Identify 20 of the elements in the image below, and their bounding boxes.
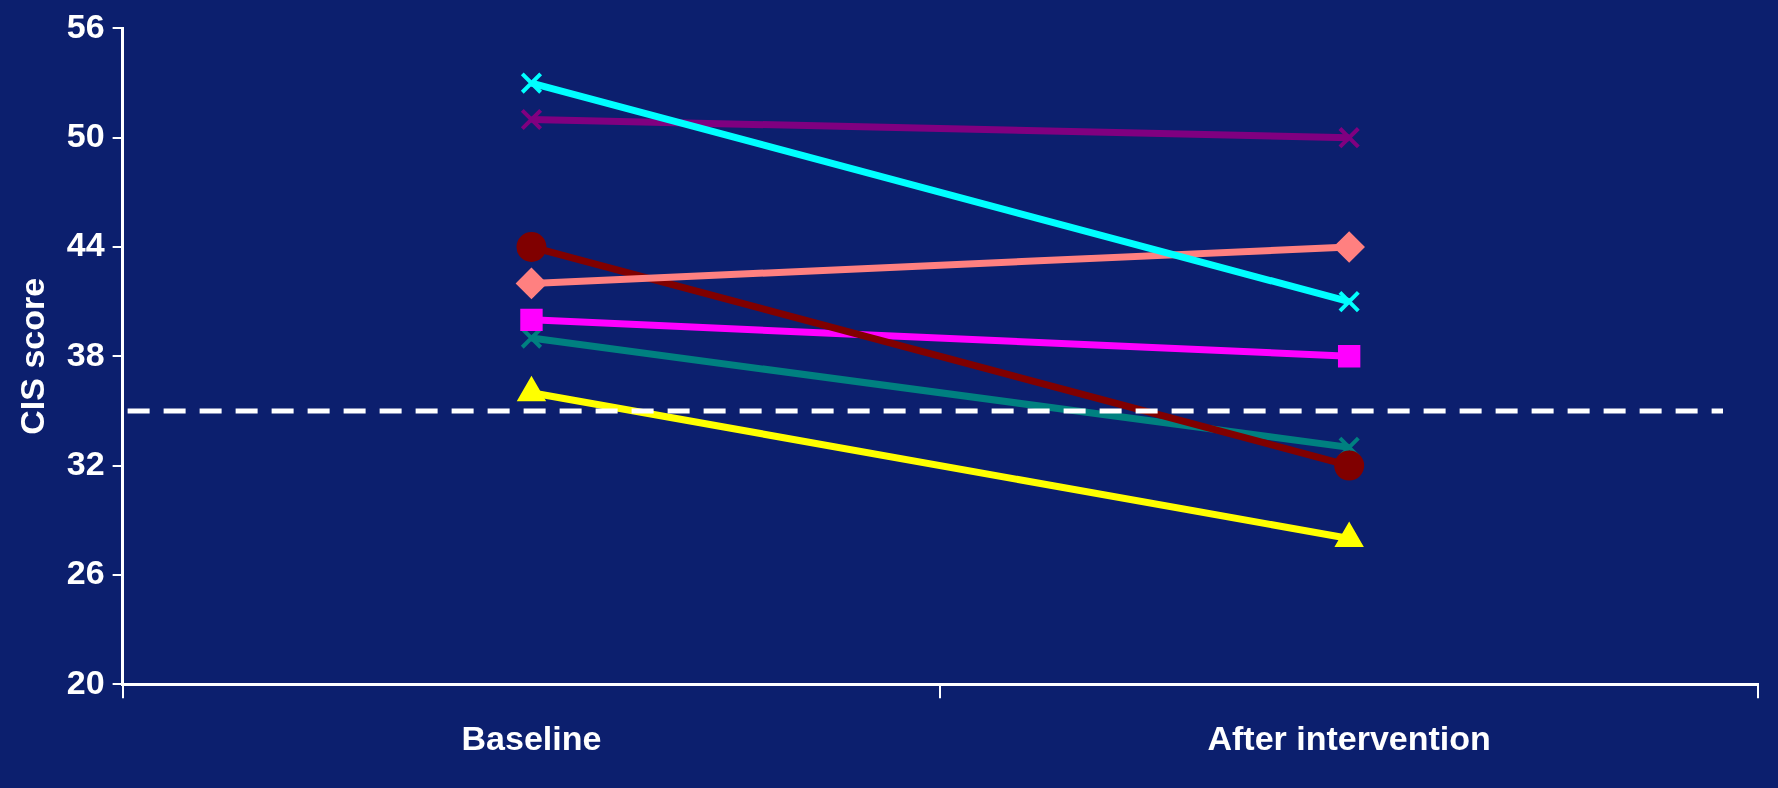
y-tick-label: 50 bbox=[66, 116, 105, 155]
y-tick-label: 20 bbox=[66, 662, 105, 701]
point bbox=[1337, 126, 1361, 149]
y-tick-label: 44 bbox=[66, 225, 105, 264]
x-tick-label: Baseline bbox=[461, 718, 602, 757]
x-tick-label: After intervention bbox=[1207, 718, 1491, 757]
y-tick-label: 56 bbox=[66, 6, 105, 45]
point bbox=[520, 108, 543, 131]
point bbox=[520, 71, 543, 95]
point bbox=[1337, 290, 1361, 313]
y-axis-title: CIS score bbox=[12, 277, 51, 435]
point bbox=[1334, 232, 1365, 262]
y-tick-label: 32 bbox=[66, 443, 105, 482]
y-tick-label: 38 bbox=[66, 334, 105, 373]
y-tick-label: 26 bbox=[66, 553, 105, 592]
point bbox=[1337, 345, 1361, 368]
point bbox=[516, 268, 547, 299]
point bbox=[1334, 450, 1365, 481]
point bbox=[516, 232, 547, 262]
point bbox=[520, 308, 543, 332]
